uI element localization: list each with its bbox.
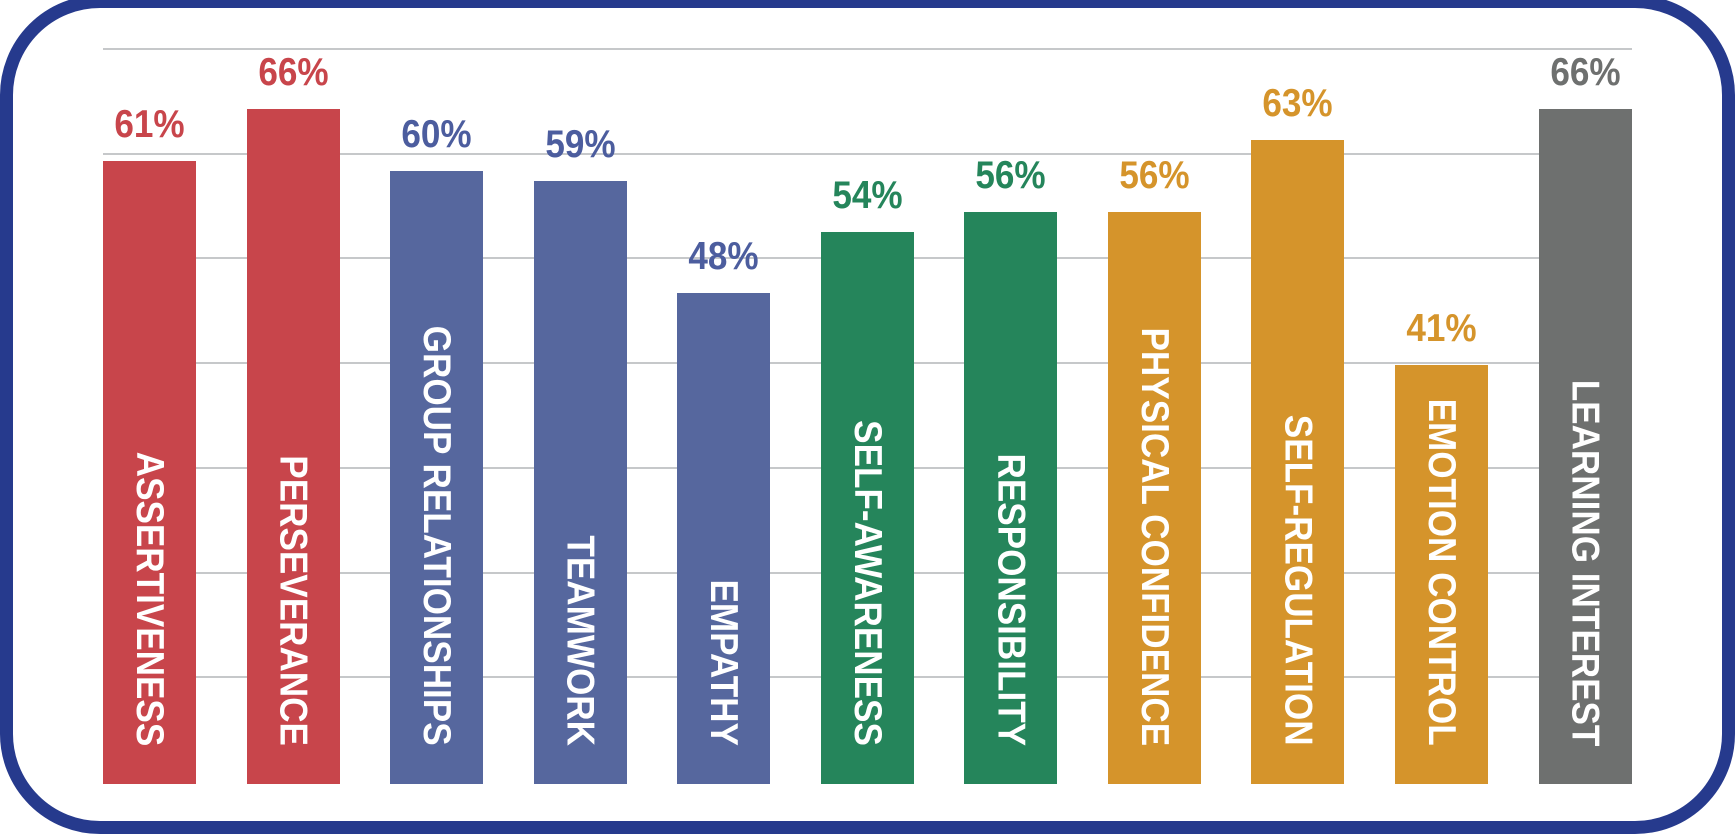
bar-emotion-control: EMOTION CONTROL xyxy=(1395,364,1489,784)
value-label: 61% xyxy=(114,102,185,146)
value-label: 54% xyxy=(832,174,903,218)
bar-physical-confidence: PHYSICAL CONFIDENCE xyxy=(1107,211,1201,784)
value-label: 60% xyxy=(401,112,472,156)
category-label: TEAMWORK xyxy=(558,535,602,746)
value-label: 56% xyxy=(975,153,1046,197)
value-label: 63% xyxy=(1262,82,1334,126)
category-label: SELF-REGULATION xyxy=(1276,415,1320,746)
bar-self-regulation: SELF-REGULATION xyxy=(1251,140,1345,784)
category-label: ASSERTIVENESS xyxy=(128,451,171,746)
gridline xyxy=(103,48,1632,50)
value-label: 48% xyxy=(688,235,759,279)
bar-teamwork: TEAMWORK xyxy=(533,181,627,784)
category-label: LEARNING INTEREST xyxy=(1563,379,1607,746)
bar-self-awareness: SELF-AWARENESS xyxy=(820,232,914,784)
bar-empathy: EMPATHY xyxy=(677,293,771,784)
category-label: GROUP RELATIONSHIPS xyxy=(415,326,459,746)
bar-assertiveness: ASSERTIVENESS xyxy=(103,160,196,784)
value-label: 56% xyxy=(1119,153,1190,197)
category-label: EMPATHY xyxy=(702,579,746,746)
value-label: 41% xyxy=(1406,306,1477,350)
bar-perseverance: PERSEVERANCE xyxy=(246,109,340,784)
category-label: PHYSICAL CONFIDENCE xyxy=(1132,327,1176,746)
value-label: 66% xyxy=(1549,51,1621,95)
category-label: RESPONSIBILITY xyxy=(989,453,1033,746)
category-label: PERSEVERANCE xyxy=(271,455,315,746)
value-label: 66% xyxy=(257,51,329,95)
category-label: EMOTION CONTROL xyxy=(1420,398,1464,746)
bar-group-relationships: GROUP RELATIONSHIPS xyxy=(390,170,484,784)
bar-learning-interest: LEARNING INTEREST xyxy=(1538,109,1632,784)
bar-responsibility: RESPONSIBILITY xyxy=(964,211,1058,784)
category-label: SELF-AWARENESS xyxy=(845,420,889,746)
value-label: 59% xyxy=(545,123,616,167)
gridline xyxy=(103,152,1632,155)
